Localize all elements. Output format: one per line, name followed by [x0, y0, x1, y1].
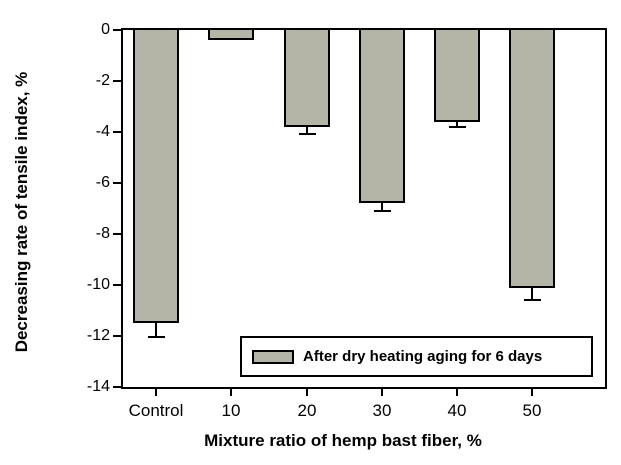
y-tick-label: -8	[95, 225, 110, 242]
y-axis-tick	[113, 335, 121, 337]
x-axis-tick	[456, 389, 458, 396]
bar-10	[208, 30, 254, 40]
error-bar-line	[531, 288, 533, 301]
bar-20	[284, 30, 330, 127]
legend-label: After dry heating aging for 6 days	[303, 348, 543, 365]
error-bar-cap	[524, 299, 541, 301]
error-bar-line	[155, 323, 157, 338]
y-axis-title: Decreasing rate of tensile index, %	[12, 71, 31, 353]
y-axis-tick	[113, 131, 121, 133]
x-axis-tick	[381, 389, 383, 396]
x-axis-tick	[306, 389, 308, 396]
x-tick-label: Control	[128, 401, 184, 420]
error-bar-line	[306, 127, 308, 135]
x-tick-label: 30	[372, 401, 392, 420]
y-axis-tick	[113, 284, 121, 286]
plot-area: After dry heating aging for 6 days	[113, 28, 607, 396]
error-bar-line	[381, 203, 383, 212]
y-tick-label: 0	[101, 21, 110, 38]
error-bar-cap	[374, 210, 391, 212]
bar-control	[133, 30, 179, 323]
error-bar-cap	[299, 133, 316, 135]
y-tick-label: -4	[95, 123, 110, 140]
legend: After dry heating aging for 6 days	[240, 336, 593, 377]
y-tick-label: -2	[95, 72, 110, 89]
x-tick-label: 50	[522, 401, 542, 420]
y-axis-tick	[113, 182, 121, 184]
legend-swatch-icon	[252, 349, 294, 364]
bar-50	[509, 30, 555, 288]
x-axis-tick	[531, 389, 533, 396]
y-tick-label: -14	[86, 378, 110, 395]
x-axis-tick	[230, 389, 232, 396]
error-bar-cap	[449, 126, 466, 128]
x-tick-label: 20	[297, 401, 317, 420]
bar-40	[434, 30, 480, 122]
y-tick-label: -6	[95, 174, 110, 191]
error-bar-cap	[148, 336, 165, 338]
x-tick-label: 10	[221, 401, 241, 420]
y-axis-tick	[113, 29, 121, 31]
bar-30	[359, 30, 405, 203]
y-axis-tick	[113, 80, 121, 82]
x-axis-title: Mixture ratio of hemp bast fiber, %	[204, 431, 482, 450]
y-tick-label: -12	[86, 327, 110, 344]
x-axis-tick	[155, 389, 157, 396]
error-bar-line	[456, 122, 458, 128]
y-tick-label: -10	[86, 276, 110, 293]
y-axis-tick	[113, 386, 121, 388]
x-tick-label: 40	[447, 401, 467, 420]
y-axis-tick	[113, 233, 121, 235]
